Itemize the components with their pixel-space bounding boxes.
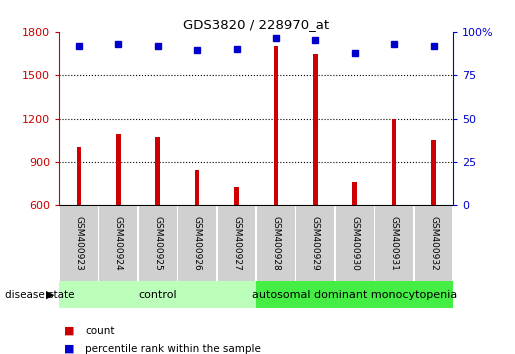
Text: GSM400924: GSM400924 [114,216,123,271]
Bar [116,135,121,205]
Bar [59,281,256,308]
Text: count: count [85,326,114,336]
Text: GSM400930: GSM400930 [350,216,359,271]
Title: GDS3820 / 228970_at: GDS3820 / 228970_at [183,18,329,31]
Bar [234,187,239,205]
Bar [336,206,373,281]
Bar [60,206,98,281]
Text: ▶: ▶ [45,290,54,300]
Text: ■: ■ [64,326,75,336]
Bar [392,119,397,205]
Text: GSM400931: GSM400931 [390,216,399,271]
Text: GSM400925: GSM400925 [153,216,162,271]
Text: GSM400932: GSM400932 [429,216,438,271]
Text: ■: ■ [64,344,75,354]
Bar [139,206,177,281]
Bar [156,137,160,205]
Text: control: control [139,290,177,300]
Text: GSM400927: GSM400927 [232,216,241,271]
Bar [352,182,357,205]
Bar [195,170,199,205]
Bar [431,139,436,205]
Text: percentile rank within the sample: percentile rank within the sample [85,344,261,354]
Bar [257,206,295,281]
Bar [415,206,452,281]
Text: autosomal dominant monocytopenia: autosomal dominant monocytopenia [252,290,457,300]
Text: disease state: disease state [5,290,75,300]
Bar [273,46,278,205]
Text: GSM400926: GSM400926 [193,216,201,271]
Bar [218,206,255,281]
Bar [375,206,413,281]
Text: GSM400923: GSM400923 [75,216,83,271]
Bar [77,147,81,205]
Bar [99,206,137,281]
Bar [313,53,318,205]
Bar [297,206,334,281]
Text: GSM400929: GSM400929 [311,216,320,271]
Text: GSM400928: GSM400928 [271,216,280,271]
Bar [256,281,453,308]
Bar [178,206,216,281]
